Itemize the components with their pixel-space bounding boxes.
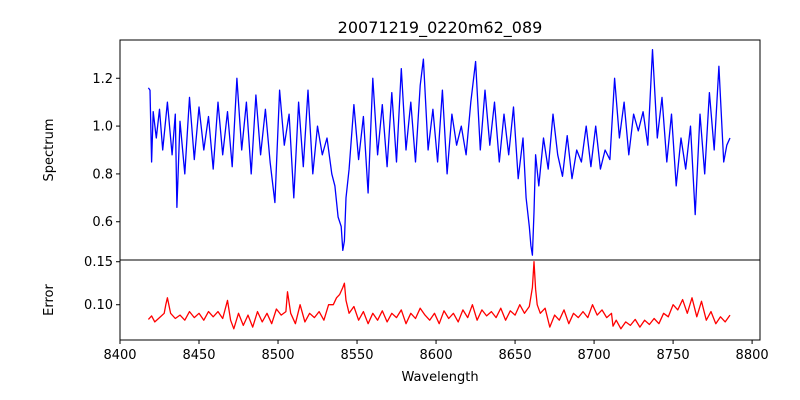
series-line-1-0: [147, 261, 731, 330]
y-tick-label: 0.8: [92, 167, 113, 182]
x-tick-label: 8800: [736, 348, 769, 363]
axes-frame: [119, 259, 761, 341]
x-axis-label: Wavelength: [401, 370, 478, 385]
y-axis-label: Spectrum: [42, 119, 57, 182]
x-tick-label: 8400: [103, 348, 136, 363]
x-tick-label: 8600: [420, 348, 453, 363]
y-tick-label: 1.2: [92, 72, 113, 87]
y-tick-label: 0.15: [84, 255, 113, 270]
error-panel: 0.10 0.15 Error: [42, 255, 761, 341]
x-tick-label: 8450: [182, 348, 215, 363]
x-tick-label: 8550: [340, 348, 373, 363]
x-tick-label: 8500: [261, 348, 294, 363]
spectrum-panel: 0.6 0.8 1.0 1.2 Spectrum: [42, 39, 761, 261]
x-tick-label: 8650: [499, 348, 532, 363]
x-tick-label: 8750: [657, 348, 690, 363]
y-tick-label: 0.6: [92, 215, 113, 230]
y-tick-label: 0.10: [84, 298, 113, 313]
y-axis-label: Error: [42, 284, 57, 316]
chart-title: 20071219_0220m62_089: [338, 18, 543, 38]
x-tick-label: 8700: [578, 348, 611, 363]
series-line-0-0: [147, 48, 731, 256]
x-axis: 8400 8450 8500 8550 8600 8650 8700 8750 8800: [103, 340, 769, 363]
y-tick-label: 1.0: [92, 120, 113, 135]
axes-frame: [119, 39, 761, 261]
